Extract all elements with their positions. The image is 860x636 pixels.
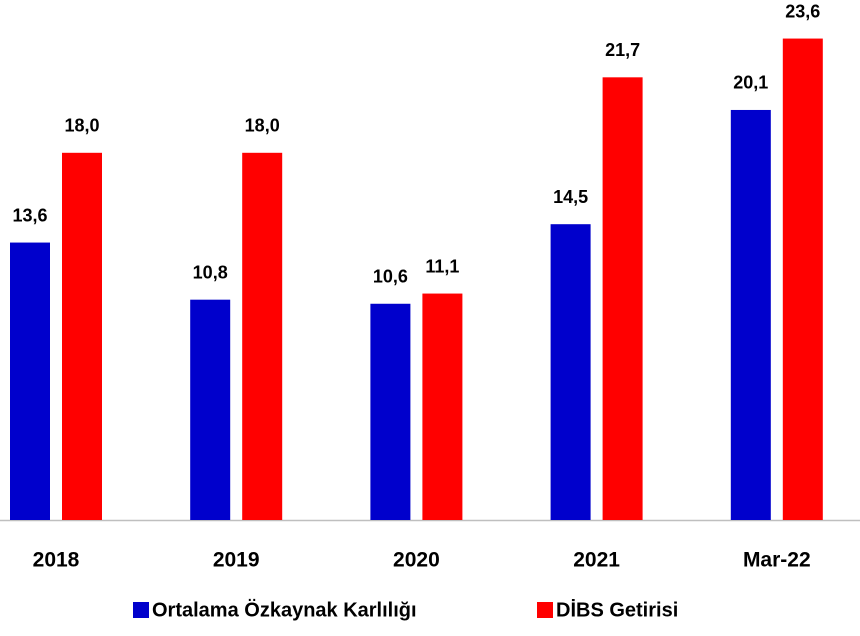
bar [550,224,591,520]
bar [422,293,463,520]
legend-swatch [133,602,149,618]
data-label: 11,1 [425,256,459,276]
bar [602,77,643,520]
bar [190,299,231,520]
legend-swatch [537,602,553,618]
x-tick-label: Mar-22 [743,549,811,572]
data-label: 13,6 [12,205,47,225]
data-label: 10,6 [373,267,408,287]
x-tick-label: 2019 [213,549,260,572]
bar [62,152,102,521]
data-label: 14,5 [553,187,588,207]
x-tick-label: 2020 [393,549,440,572]
data-label: 18,0 [245,116,280,136]
bar [782,38,823,521]
data-label: 21,7 [605,40,640,60]
legend-label: DİBS Getirisi [556,598,678,621]
data-label: 18,0 [64,116,99,136]
x-tick-label: 2018 [33,549,80,572]
x-tick-label: 2021 [573,549,620,572]
bar [730,109,771,521]
data-label: 20,1 [733,73,768,93]
data-label: 23,6 [785,1,820,21]
bar [370,303,411,520]
data-label: 10,8 [193,262,228,282]
legend-label: Ortalama Özkaynak Karlılığı [152,598,417,621]
bar [242,152,283,521]
bar [10,242,50,520]
